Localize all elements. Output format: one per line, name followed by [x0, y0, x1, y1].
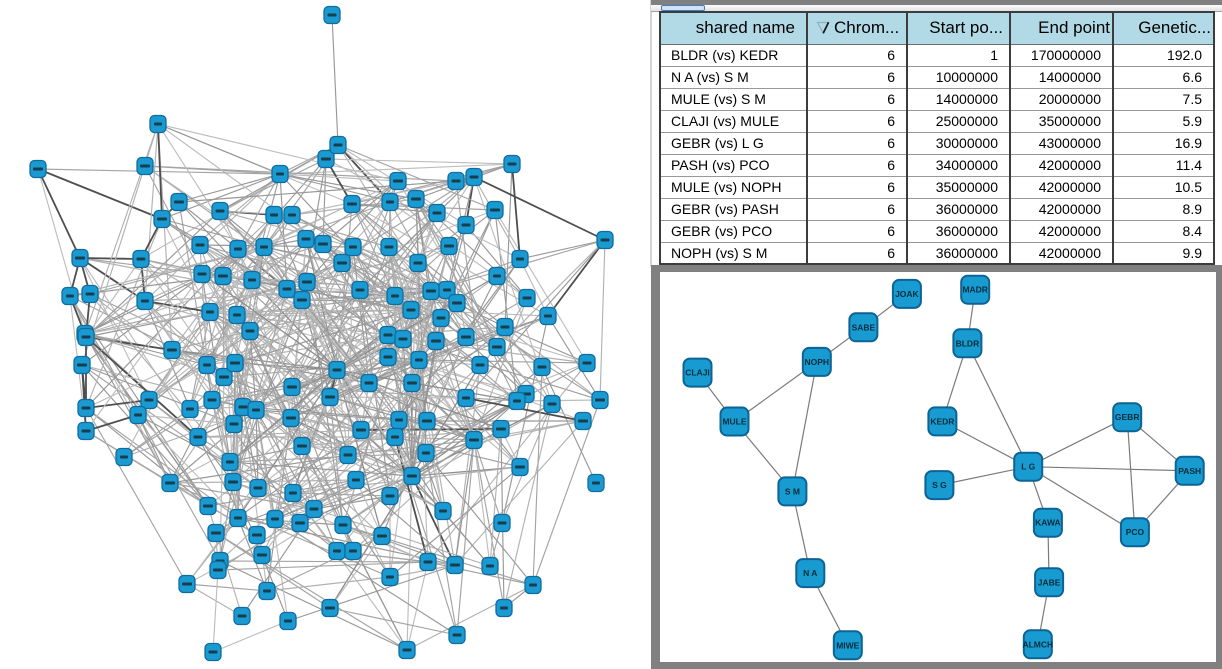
svg-text:JABE: JABE — [1037, 577, 1060, 587]
svg-text:PASH: PASH — [1178, 466, 1201, 476]
svg-text:NOPH: NOPH — [804, 357, 829, 367]
svg-text:MIWE: MIWE — [836, 640, 859, 650]
svg-text:GEBR: GEBR — [1114, 412, 1139, 422]
svg-text:PCO: PCO — [1125, 527, 1144, 537]
svg-text:CLAJI: CLAJI — [685, 368, 710, 378]
svg-text:S M: S M — [784, 486, 799, 496]
svg-text:S G: S G — [932, 480, 947, 490]
svg-text:KAWA: KAWA — [1035, 518, 1061, 528]
svg-text:ALMCH: ALMCH — [1022, 639, 1053, 649]
svg-text:L G: L G — [1021, 462, 1035, 472]
svg-text:MADR: MADR — [962, 285, 988, 295]
svg-text:MULE: MULE — [722, 417, 746, 427]
svg-text:JOAK: JOAK — [895, 289, 919, 299]
svg-text:N A: N A — [803, 568, 817, 578]
svg-text:SABE: SABE — [851, 322, 875, 332]
svg-text:KEDR: KEDR — [930, 416, 954, 426]
svg-text:BLDR: BLDR — [955, 338, 979, 348]
